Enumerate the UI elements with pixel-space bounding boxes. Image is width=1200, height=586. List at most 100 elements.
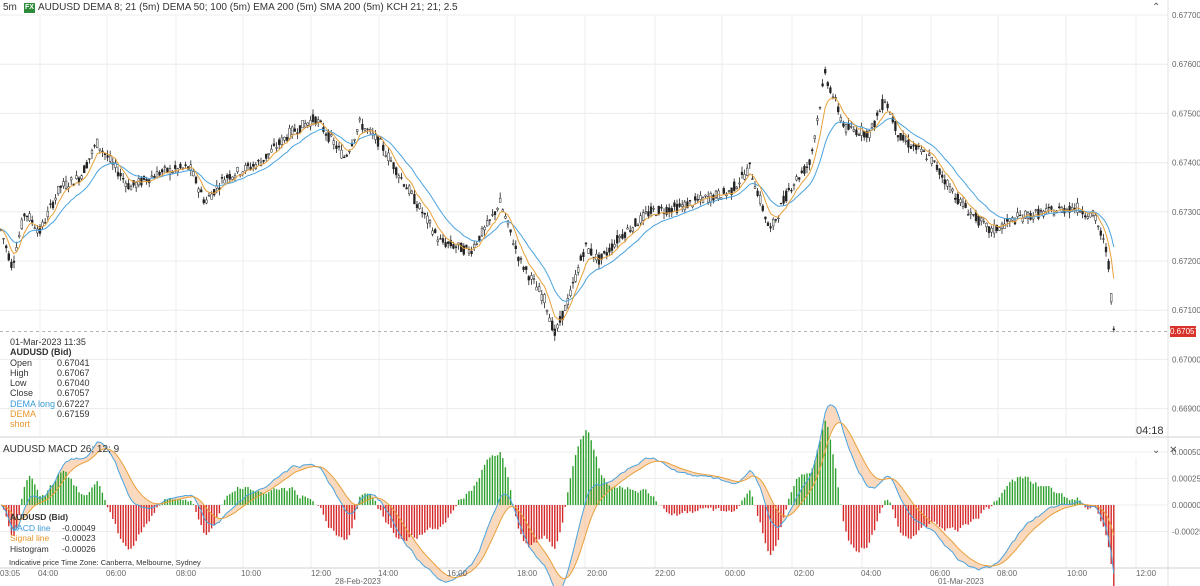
ohlc-tooltip: 01-Mar-2023 11:35 AUDUSD (Bid) Open 0.670…	[10, 337, 150, 429]
candle-body	[1097, 225, 1100, 228]
candle-body	[1086, 216, 1089, 219]
candle-body	[20, 219, 23, 229]
candle-body	[202, 199, 205, 204]
candle-body	[311, 114, 315, 122]
candle-body	[236, 167, 239, 172]
candle-body	[452, 244, 455, 249]
candle-body	[405, 187, 408, 190]
candle-body	[470, 250, 473, 254]
candle-body	[896, 135, 900, 138]
candle-body	[62, 181, 65, 187]
current-price-tag: 0.67057	[1170, 326, 1199, 337]
candle-body	[826, 82, 829, 86]
candle-body	[496, 208, 499, 210]
candle-body	[943, 179, 946, 185]
candle-body	[746, 167, 749, 176]
candle-body	[553, 328, 556, 336]
candle-body	[462, 245, 465, 255]
candle-body	[839, 117, 842, 122]
candle-body	[397, 175, 400, 179]
candle-body	[309, 120, 312, 127]
candle-body	[36, 228, 39, 234]
candle-body	[103, 153, 107, 155]
candle-body	[636, 224, 640, 227]
price-axis-label: 0.67700	[1172, 11, 1200, 20]
time-axis-label: 02:00	[794, 569, 815, 578]
candle-body	[158, 171, 161, 176]
candle-body	[207, 195, 211, 197]
candle-body	[571, 282, 575, 284]
candle-countdown: 04:18	[1136, 425, 1164, 437]
candle-body	[441, 238, 445, 243]
candle-body	[873, 120, 876, 128]
time-axis-label: 12:00	[311, 569, 332, 578]
candle-body	[31, 219, 34, 223]
candle-body	[649, 206, 653, 214]
candle-body	[805, 166, 809, 168]
candle-body	[787, 187, 790, 191]
tooltip-row-open: Open 0.67041	[10, 357, 90, 368]
candle-body	[915, 144, 918, 150]
candle-body	[579, 255, 582, 261]
close-icon[interactable]: ✕	[1169, 445, 1178, 456]
time-axis-label: 10:00	[1067, 569, 1088, 578]
candle-body	[831, 96, 835, 98]
time-axis-label: 12:00	[1136, 569, 1157, 578]
candle-body	[629, 230, 632, 232]
time-axis-label: 04:00	[38, 569, 59, 578]
candle-body	[116, 171, 120, 177]
candle-body	[582, 252, 585, 258]
candle-body	[150, 175, 153, 178]
candle-body	[280, 137, 283, 145]
candle-body	[909, 146, 913, 149]
candle-body	[317, 119, 320, 123]
time-axis-label: 18:00	[517, 569, 538, 578]
candle-body	[584, 242, 588, 245]
candle-body	[569, 289, 572, 297]
candle-body	[23, 213, 26, 217]
candle-body	[868, 130, 871, 139]
macd-line	[0, 404, 1115, 586]
candle-body	[993, 224, 996, 234]
candle-body	[610, 243, 614, 251]
candle-body	[696, 199, 699, 201]
candle-body	[699, 195, 702, 200]
candle-body	[80, 175, 83, 180]
candle-body	[400, 177, 403, 179]
time-axis-label: 22:00	[655, 569, 676, 578]
candle-body	[257, 159, 260, 162]
dema-short-line	[0, 97, 1115, 321]
candle-body	[917, 145, 920, 147]
candle-body	[556, 324, 559, 329]
candle-body	[1099, 230, 1102, 236]
candle-body	[197, 188, 200, 193]
candle-body	[57, 185, 60, 194]
candle-body	[1068, 205, 1071, 213]
candle-body	[392, 162, 395, 170]
candle-body	[509, 229, 512, 233]
candle-body	[647, 211, 650, 217]
timeframe-label[interactable]: 5m	[3, 2, 17, 13]
macd-row-signal: Signal line -0.00023	[10, 533, 96, 543]
candle-body	[774, 219, 777, 221]
macd-axis-label: -0.00025	[1172, 528, 1200, 537]
date-axis-label: 01-Mar-2023	[938, 577, 984, 586]
candle-body	[285, 137, 289, 141]
collapse-chevron-icon[interactable]: ⌃	[1152, 2, 1161, 13]
candle-body	[493, 211, 497, 216]
chevron-down-icon[interactable]: ⌄	[1152, 445, 1161, 456]
candle-body	[673, 202, 676, 207]
candle-body	[660, 206, 663, 209]
candle-body	[681, 204, 684, 207]
candle-body	[904, 140, 907, 143]
candle-body	[402, 184, 406, 187]
candle-body	[59, 185, 62, 188]
candle-body	[532, 278, 536, 280]
candle-body	[688, 200, 692, 202]
chart-title: AUDUSD DEMA 8; 21 (5m) DEMA 50; 100 (5m)…	[38, 2, 458, 13]
candle-body	[930, 156, 933, 165]
candle-body	[431, 230, 434, 235]
candle-body	[129, 186, 133, 191]
candle-body	[878, 110, 881, 113]
